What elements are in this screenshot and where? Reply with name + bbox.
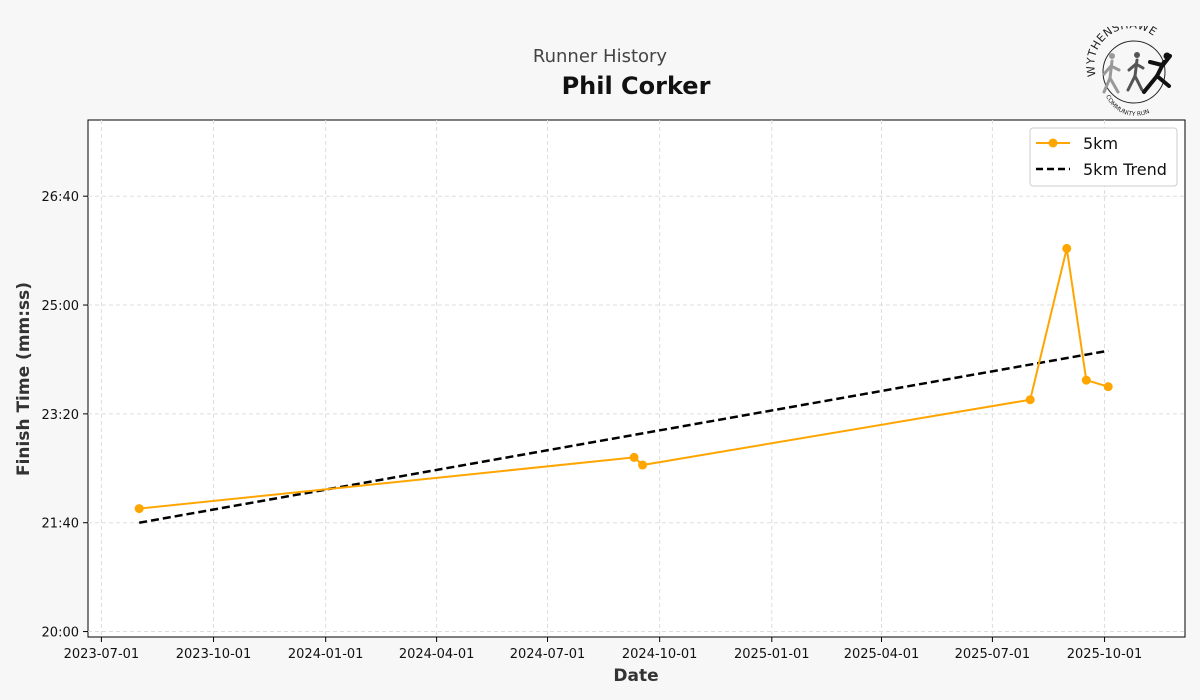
data-point-5km: [638, 460, 648, 470]
x-tick-label: 2024-04-01: [399, 647, 475, 662]
data-point-5km: [1062, 243, 1072, 253]
x-tick-label: 2024-01-01: [288, 647, 364, 662]
data-point-5km: [629, 452, 639, 462]
legend-label-5km: 5km: [1083, 134, 1118, 153]
x-tick-label: 2025-10-01: [1067, 647, 1143, 662]
data-point-5km: [1103, 382, 1113, 392]
y-axis-label: Finish Time (mm:ss): [14, 282, 34, 476]
legend: 5km 5km Trend: [1029, 127, 1178, 187]
legend-label-trend: 5km Trend: [1083, 160, 1167, 179]
plot-area: [87, 119, 1186, 638]
x-tick-label: 2024-10-01: [622, 647, 698, 662]
x-axis-label: Date: [613, 666, 658, 686]
trend-line-5km: [138, 349, 1109, 524]
chart-title: Phil Corker: [561, 72, 711, 100]
x-tick-label: 2024-07-01: [510, 647, 586, 662]
chart-supertitle: Runner History: [532, 46, 668, 67]
x-tick-label: 2023-10-01: [176, 647, 252, 662]
x-tick-label: 2025-04-01: [844, 647, 920, 662]
y-tick-label: 21:40: [42, 517, 79, 532]
grid-lines: [88, 120, 1185, 637]
x-tick-label: 2025-07-01: [955, 647, 1031, 662]
y-tick-label: 23:20: [42, 408, 79, 423]
data-point-5km: [134, 504, 144, 514]
running-figures-icon: [1102, 52, 1172, 94]
y-tick-label: 25:00: [42, 299, 79, 314]
legend-marker-5km: [1048, 138, 1058, 148]
data-point-5km: [1081, 375, 1091, 385]
club-logo: WYTHENSHAWE COMMUNITY RUN: [1086, 26, 1172, 118]
series-layer: [134, 243, 1113, 524]
y-tick-label: 26:40: [42, 190, 79, 205]
axes: 2023-07-01 2023-10-01 2024-01-01 2024-04-01…: [42, 190, 1143, 662]
x-tick-label: 2025-01-01: [734, 647, 810, 662]
y-tick-label: 20:00: [42, 626, 79, 641]
data-point-5km: [1025, 395, 1035, 405]
x-tick-label: 2023-07-01: [64, 647, 140, 662]
